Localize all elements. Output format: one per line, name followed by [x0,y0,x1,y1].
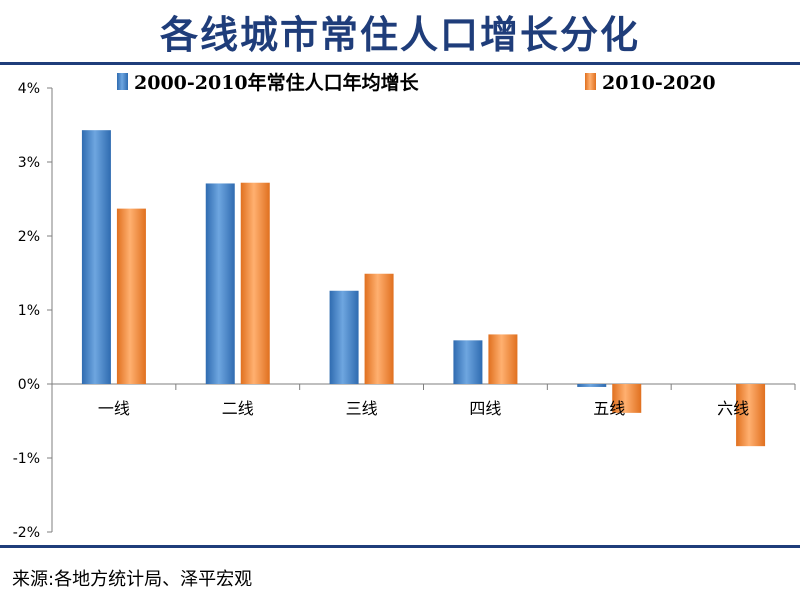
legend-label-series-2: 2010-2020 [602,72,716,94]
y-tick-label: 3% [18,155,40,171]
legend-swatch-series-2 [585,73,596,90]
y-tick-label: -1% [13,451,40,467]
y-tick-label: -2% [13,525,40,541]
bar-chart: 2000-2010年常住人口年均增长 2010-2020 4% 3% 2% 1% 0% -… [13,71,796,541]
y-tick-label: 2% [18,229,40,245]
y-tick-label: 4% [18,81,40,97]
chart-title: 各线城市常住人口增长分化 [159,13,640,57]
bar-series-1-4 [577,384,607,387]
bar-series-1-0 [81,130,111,384]
y-tick-label: 0% [18,377,40,393]
legend: 2000-2010年常住人口年均增长 2010-2020 [117,71,716,94]
bar-series-2-0 [116,208,146,384]
legend-label-series-1: 2000-2010年常住人口年均增长 [134,71,420,94]
bar-series-1-3 [453,340,483,384]
bar-series-2-2 [364,273,394,384]
legend-swatch-series-1 [117,73,128,90]
category-label: 一线 [98,399,130,418]
bar-series-2-3 [488,334,518,384]
category-label: 四线 [469,399,501,418]
bar-series-1-2 [329,290,359,384]
top-divider [0,62,800,65]
bar-series-1-1 [205,183,235,384]
y-tick-label: 1% [18,303,40,319]
bottom-divider [0,545,800,548]
source-note: 来源:各地方统计局、泽平宏观 [12,569,253,590]
bar-series-2-5 [736,384,766,447]
bar-series-2-1 [240,182,270,384]
bar-series-2-4 [612,384,642,413]
category-label: 五线 [593,399,625,418]
category-label: 三线 [346,399,378,418]
category-label: 六线 [717,399,749,418]
category-label: 二线 [222,399,254,418]
